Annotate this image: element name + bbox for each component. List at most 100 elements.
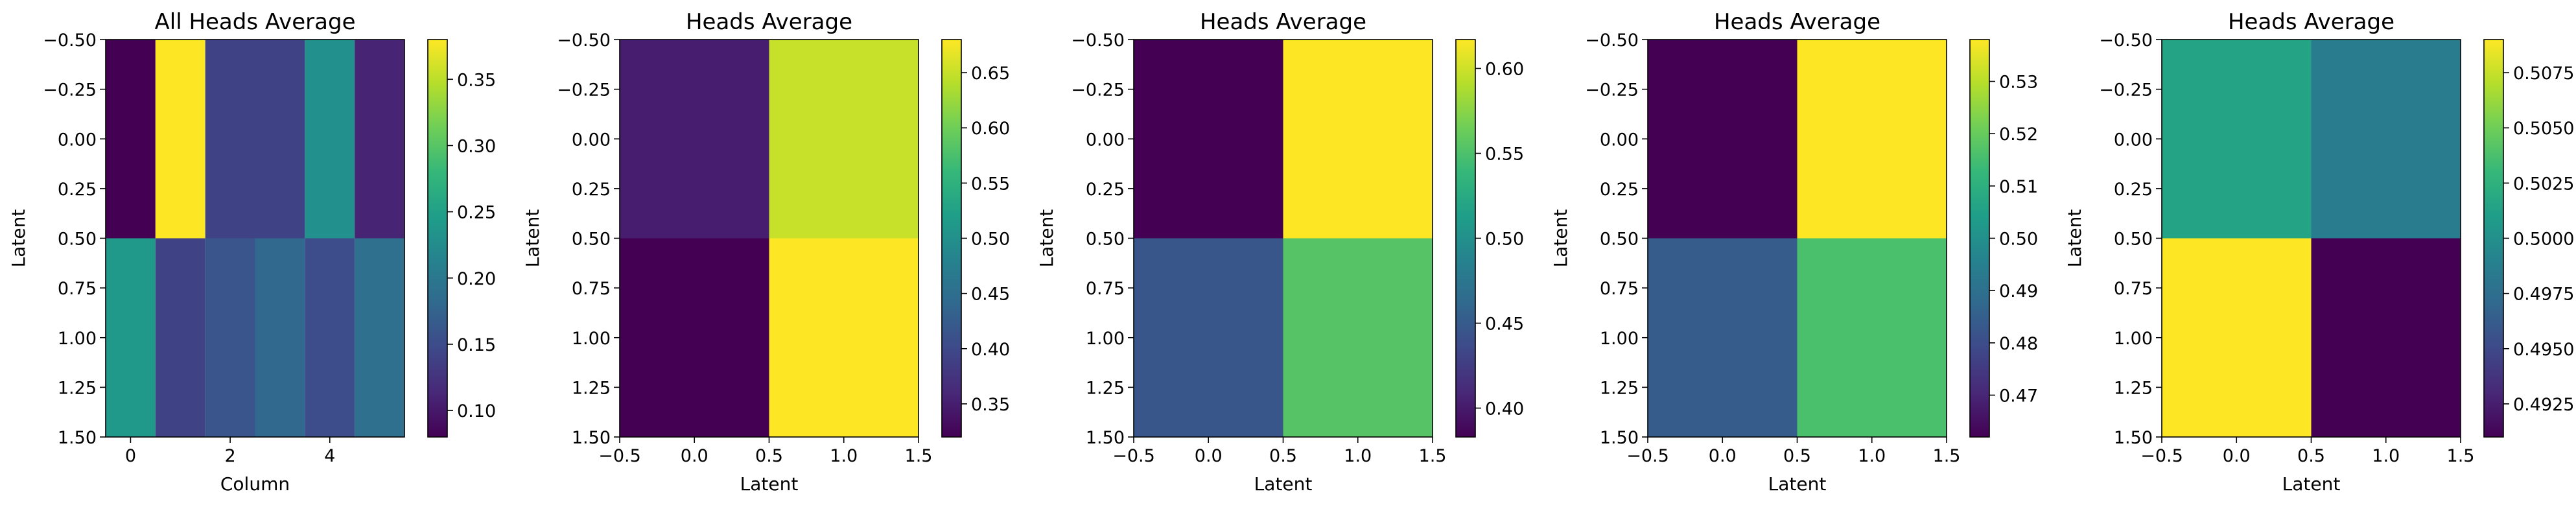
colorbar-tick-label: 0.55 (1485, 145, 1524, 165)
y-tick-label: −0.50 (1071, 30, 1125, 51)
colorbar (427, 39, 448, 438)
chart-title: Heads Average (1714, 9, 1880, 35)
x-tick-label: 4 (324, 446, 335, 466)
y-tick-label: 0.25 (572, 180, 611, 200)
heatmap-cell (255, 40, 305, 239)
heatmap-cell (2311, 238, 2461, 437)
colorbar-tick-label: 0.48 (1999, 334, 2038, 354)
colorbar (1455, 39, 1476, 438)
y-tick-label: −0.25 (557, 80, 611, 100)
heatmap-cell (1648, 238, 1797, 437)
x-tick-label: 2 (224, 446, 235, 466)
colorbar-tick-label: 0.4950 (2513, 340, 2574, 360)
heatmap-cell (769, 238, 919, 437)
colorbar-tick-label: 0.40 (1485, 399, 1524, 419)
colorbar-tick-label: 0.40 (971, 340, 1010, 360)
y-tick-label: −0.50 (557, 30, 611, 51)
y-tick-label: 1.25 (58, 378, 97, 398)
heatmap-cell (1648, 40, 1797, 239)
y-tick-label: 0.75 (58, 279, 97, 299)
colorbar (941, 39, 962, 438)
y-axis-label: Latent (8, 209, 29, 268)
x-tick-label: 0.5 (1783, 446, 1811, 466)
y-tick-label: 0.25 (58, 180, 97, 200)
heatmap-cell (1283, 40, 1433, 239)
colorbar-tick-label: 0.10 (457, 401, 496, 421)
colorbar-tick-label: 0.45 (971, 285, 1010, 305)
colorbar (1969, 39, 1990, 438)
y-tick-label: −0.25 (1585, 80, 1639, 100)
x-tick-label: 1.0 (1344, 446, 1372, 466)
x-tick-label: 1.5 (905, 446, 933, 466)
y-tick-label: 1.00 (1086, 329, 1125, 349)
y-tick-label: 1.00 (58, 329, 97, 349)
y-tick-label: 1.25 (2114, 378, 2153, 398)
x-tick-label: 1.5 (1933, 446, 1961, 466)
y-tick-label: 0.75 (1086, 279, 1125, 299)
x-tick-label: 0.5 (1269, 446, 1297, 466)
chart-title: All Heads Average (154, 9, 355, 35)
y-tick-label: 0.75 (1600, 279, 1639, 299)
y-tick-label: 1.00 (2114, 329, 2153, 349)
x-tick-label: 0 (125, 446, 136, 466)
y-tick-label: 0.75 (2114, 279, 2153, 299)
colorbar-tick-label: 0.65 (971, 64, 1010, 84)
heatmap-cell (355, 40, 404, 239)
heatmap-cell (2162, 238, 2312, 437)
y-tick-label: −0.50 (2099, 30, 2153, 51)
heatmap-cell (2311, 40, 2461, 239)
colorbar-tick-label: 0.5025 (2513, 174, 2574, 194)
colorbar-tick-label: 0.50 (1485, 230, 1524, 250)
y-tick-label: −0.50 (1585, 30, 1639, 51)
heatmap-cell (1283, 238, 1433, 437)
colorbar-tick-label: 0.52 (1999, 124, 2038, 145)
y-tick-label: 0.00 (58, 130, 97, 150)
heatmap-cell (205, 40, 255, 239)
heatmap-panel-4: Heads Average −0.50 −0.25 0.00 0.25 0.50 0.75 1… (1550, 9, 2038, 495)
heatmap-cell (106, 40, 156, 239)
heatmap-cell (355, 238, 404, 437)
heatmap-cell (255, 238, 305, 437)
y-tick-label: 0.75 (572, 279, 611, 299)
heatmap-cell (620, 40, 769, 239)
heatmap-cell (305, 238, 355, 437)
y-tick-label: 1.00 (1600, 329, 1639, 349)
x-axis-label: Column (220, 473, 290, 495)
heatmap-cell (620, 238, 769, 437)
x-tick-label: 0.0 (681, 446, 708, 466)
y-tick-label: 0.50 (1086, 230, 1125, 250)
x-tick-label: −0.5 (1626, 446, 1669, 466)
x-tick-label: 0.0 (1195, 446, 1223, 466)
y-tick-label: 0.00 (572, 130, 611, 150)
heatmap-panel-3: Heads Average −0.50 −0.25 0.00 0.25 0.50 0.75 1… (1036, 9, 1524, 495)
heatmap-cell (305, 40, 355, 239)
y-tick-label: 0.50 (572, 230, 611, 250)
heatmap-cell (2162, 40, 2312, 239)
heatmap-cell (106, 238, 156, 437)
chart-title: Heads Average (1200, 9, 1366, 35)
colorbar-tick-label: 0.45 (1485, 314, 1524, 334)
y-tick-label: 1.25 (1086, 378, 1125, 398)
colorbar-tick-label: 0.4925 (2513, 395, 2574, 415)
x-tick-label: 1.5 (1419, 446, 1447, 466)
y-tick-label: 1.50 (58, 428, 97, 448)
colorbar-tick-label: 0.20 (457, 269, 496, 289)
x-tick-label: 1.0 (1858, 446, 1886, 466)
colorbar-tick-label: 0.4975 (2513, 285, 2574, 305)
heatmap-panel-5: Heads Average −0.50 −0.25 0.00 0.25 0.50 0.75 1… (2064, 9, 2574, 495)
colorbar-tick-label: 0.50 (1999, 230, 2038, 250)
y-tick-label: −0.25 (2099, 80, 2153, 100)
x-axis-label: Latent (1768, 473, 1827, 495)
y-tick-label: −0.50 (43, 30, 97, 51)
y-tick-label: 1.50 (572, 428, 611, 448)
y-tick-label: −0.25 (1071, 80, 1125, 100)
x-tick-label: 0.5 (2297, 446, 2325, 466)
colorbar-tick-label: 0.30 (457, 136, 496, 156)
x-tick-label: 0.0 (2223, 446, 2251, 466)
colorbar-tick-label: 0.47 (1999, 386, 2038, 406)
colorbar-tick-label: 0.60 (1485, 60, 1524, 80)
y-axis-label: Latent (1550, 209, 1571, 268)
colorbar-tick-label: 0.35 (971, 395, 1010, 415)
